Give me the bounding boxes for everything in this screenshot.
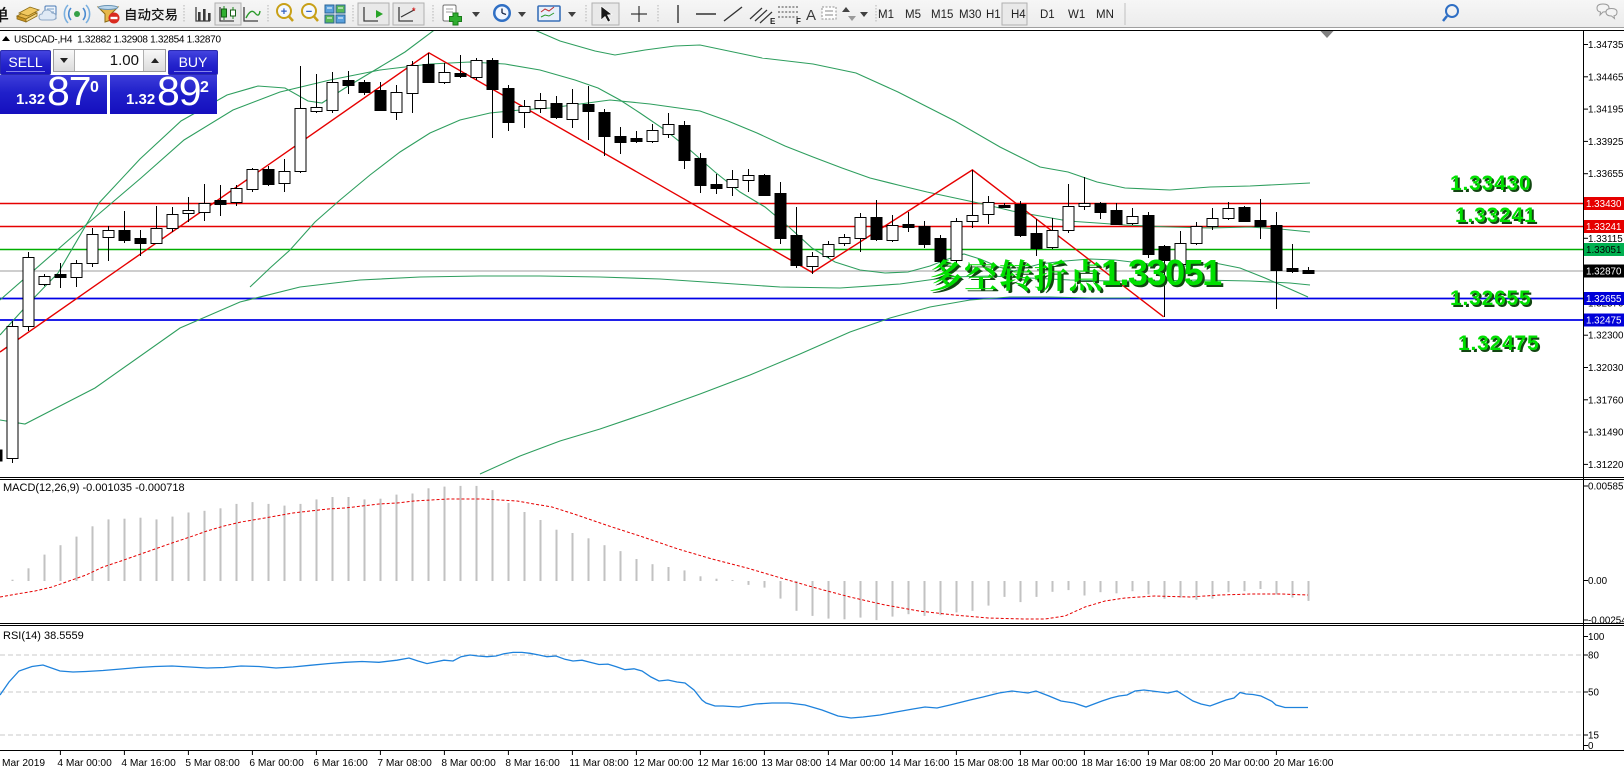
svg-text:100: 100 <box>1588 632 1605 643</box>
svg-text:0: 0 <box>1588 741 1594 752</box>
svg-text:11 Mar 08:00: 11 Mar 08:00 <box>569 758 629 769</box>
svg-text:1.33241: 1.33241 <box>1586 222 1621 233</box>
svg-text:1.32475: 1.32475 <box>1586 316 1622 327</box>
svg-text:H4: H4 <box>1011 9 1026 21</box>
svg-text:50: 50 <box>1588 688 1599 699</box>
svg-text:M5: M5 <box>905 9 921 21</box>
svg-text:F: F <box>796 17 801 26</box>
svg-text:1.33430: 1.33430 <box>1586 199 1622 210</box>
svg-text:6 Mar 00:00: 6 Mar 00:00 <box>249 758 304 769</box>
svg-text:13 Mar 08:00: 13 Mar 08:00 <box>761 758 821 769</box>
svg-text:1.34195: 1.34195 <box>1588 105 1624 116</box>
svg-text:1.33925: 1.33925 <box>1588 137 1624 148</box>
svg-text:-0.00254: -0.00254 <box>1588 616 1624 627</box>
svg-text:1.32300: 1.32300 <box>1588 331 1624 342</box>
svg-text:1.33655: 1.33655 <box>1588 169 1624 180</box>
svg-text:14 Mar 00:00: 14 Mar 00:00 <box>825 758 885 769</box>
svg-text:0.005857: 0.005857 <box>1588 482 1624 493</box>
svg-text:MN: MN <box>1096 9 1114 21</box>
svg-text:E: E <box>770 17 776 26</box>
svg-text:6 Mar 16:00: 6 Mar 16:00 <box>313 758 368 769</box>
svg-text:1.32030: 1.32030 <box>1588 363 1624 374</box>
svg-text:4 Mar 00:00: 4 Mar 00:00 <box>57 758 112 769</box>
svg-text:0.00: 0.00 <box>1588 576 1608 587</box>
svg-text:−: − <box>306 6 312 18</box>
svg-text:20 Mar 00:00: 20 Mar 00:00 <box>1209 758 1269 769</box>
svg-text:5 Mar 08:00: 5 Mar 08:00 <box>185 758 240 769</box>
svg-text:1.31220: 1.31220 <box>1588 460 1624 471</box>
svg-text:M15: M15 <box>931 9 953 21</box>
svg-text:1.34465: 1.34465 <box>1588 72 1624 83</box>
svg-text:8 Mar 16:00: 8 Mar 16:00 <box>505 758 560 769</box>
svg-text:1.33051: 1.33051 <box>1586 245 1621 256</box>
svg-text:D1: D1 <box>1040 9 1055 21</box>
svg-text:12 Mar 00:00: 12 Mar 00:00 <box>633 758 693 769</box>
svg-text:H1: H1 <box>986 9 1001 21</box>
svg-text:20 Mar 16:00: 20 Mar 16:00 <box>1273 758 1333 769</box>
svg-text:MACD(12,26,9) -0.001035 -0.000: MACD(12,26,9) -0.001035 -0.000718 <box>3 482 185 494</box>
svg-text:1.31490: 1.31490 <box>1588 428 1624 439</box>
svg-text:1.34735: 1.34735 <box>1588 40 1624 51</box>
svg-text:USDCAD-,H4 1.32882 1.32908 1.: USDCAD-,H4 1.32882 1.32908 1.32854 1.328… <box>14 35 221 46</box>
svg-text:4 Mar 16:00: 4 Mar 16:00 <box>121 758 176 769</box>
svg-text:A: A <box>806 7 816 24</box>
svg-text:1.32870: 1.32870 <box>1586 267 1622 278</box>
svg-text:W1: W1 <box>1068 9 1085 21</box>
svg-text:19 Mar 08:00: 19 Mar 08:00 <box>1145 758 1205 769</box>
svg-text:8 Mar 00:00: 8 Mar 00:00 <box>441 758 496 769</box>
svg-text:Mar 2019: Mar 2019 <box>2 758 45 769</box>
svg-text:12 Mar 16:00: 12 Mar 16:00 <box>697 758 757 769</box>
svg-text:M30: M30 <box>959 9 981 21</box>
svg-text:14 Mar 16:00: 14 Mar 16:00 <box>889 758 949 769</box>
svg-text:+: + <box>281 6 287 18</box>
svg-text:M1: M1 <box>878 9 894 21</box>
svg-text:RSI(14) 38.5559: RSI(14) 38.5559 <box>3 630 84 642</box>
svg-text:1.33115: 1.33115 <box>1588 234 1623 245</box>
svg-text:15: 15 <box>1588 731 1599 742</box>
svg-text:80: 80 <box>1588 651 1599 662</box>
svg-text:1.32655: 1.32655 <box>1586 294 1622 305</box>
svg-text:7 Mar 08:00: 7 Mar 08:00 <box>377 758 432 769</box>
svg-text:1.31760: 1.31760 <box>1588 395 1624 406</box>
svg-text:18 Mar 00:00: 18 Mar 00:00 <box>1017 758 1077 769</box>
svg-text:*: * <box>412 6 416 16</box>
svg-text:15 Mar 08:00: 15 Mar 08:00 <box>953 758 1013 769</box>
svg-text:18 Mar 16:00: 18 Mar 16:00 <box>1081 758 1141 769</box>
